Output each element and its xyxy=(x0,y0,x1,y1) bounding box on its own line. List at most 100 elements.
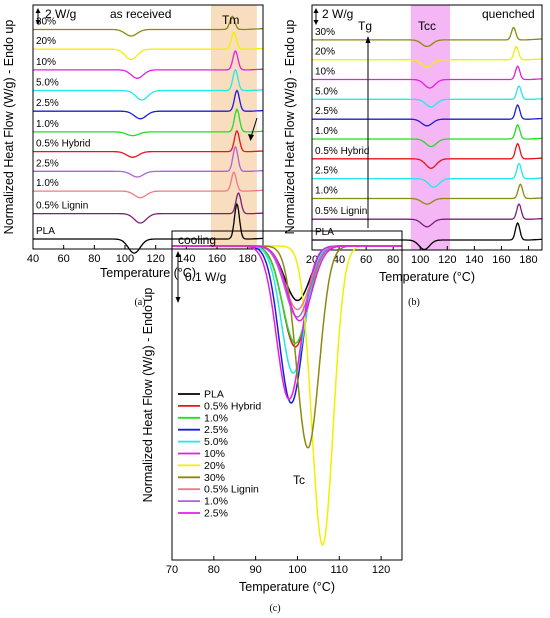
series-label: 20% xyxy=(315,47,335,58)
series-line xyxy=(33,145,263,178)
series-label: 2.5% xyxy=(315,106,338,117)
series-label: 10% xyxy=(315,67,335,78)
legend-label: 5.0% xyxy=(204,436,228,448)
x-tick-label: 100 xyxy=(116,253,134,265)
series-line xyxy=(33,15,264,37)
panel-a: PLA 0.5% Lignin 1.0% 2.5% 0.5% Hybrid 1.0% 2.5… xyxy=(2,4,264,308)
scale-bar-label: 0.1 W/g xyxy=(185,270,226,284)
legend-label: 30% xyxy=(204,472,225,484)
legend-label: 2.5% xyxy=(204,508,228,520)
series-label: 1.0% xyxy=(36,119,59,130)
tm-band xyxy=(210,5,257,249)
legend-label: 1.0% xyxy=(204,496,228,508)
series-label: PLA xyxy=(315,227,334,238)
series-label: 0.5% Lignin xyxy=(36,201,88,212)
panel-caption: (a) xyxy=(134,297,145,308)
x-tick-label: 80 xyxy=(208,564,220,576)
peak-split-arrow xyxy=(248,117,258,141)
plot-frame xyxy=(171,230,403,561)
scale-bar-label: 2 W/g xyxy=(45,7,76,21)
series-line xyxy=(33,171,264,199)
band-label: Tm xyxy=(222,13,239,27)
series-label: 30% xyxy=(36,17,56,28)
x-axis-label: Temperature (°C) xyxy=(100,266,196,280)
series-label: 0.5% Hybrid xyxy=(315,146,369,157)
x-tick-label: 120 xyxy=(438,254,456,266)
plot-frame xyxy=(311,4,543,251)
x-axis-label: Temperature (°C) xyxy=(379,270,475,284)
x-tick-label: 140 xyxy=(177,253,195,265)
plot-frame xyxy=(32,4,264,250)
panel-c: 70 80 90 100 110 120 cooling 0.1 W/g Tc PLA0.… xyxy=(141,230,403,614)
condition-annotation: as received xyxy=(110,7,171,21)
series-line xyxy=(312,26,542,48)
x-axis-label: Temperature (°C) xyxy=(239,580,335,594)
legend-label: 0.5% Hybrid xyxy=(204,400,261,412)
series-line xyxy=(312,221,543,251)
series-label: 10% xyxy=(36,57,56,68)
series-label: 1.0% xyxy=(36,178,59,189)
series-label: 2.5% xyxy=(36,98,59,109)
series-line xyxy=(312,65,543,89)
scale-bar-arrow xyxy=(175,251,181,303)
series-line xyxy=(33,68,263,101)
series-label: 1.0% xyxy=(315,186,338,197)
series-line xyxy=(33,50,263,79)
y-axis-label: Normalized Heat Flow (W/g) - Endo up xyxy=(283,20,297,235)
series-label: 30% xyxy=(315,27,335,38)
series-line xyxy=(312,45,543,68)
legend-label: PLA xyxy=(204,389,224,401)
panel-caption: (c) xyxy=(269,603,280,614)
series-label: 1.0% xyxy=(315,126,338,137)
series-line xyxy=(172,245,402,322)
scale-bar-arrow xyxy=(313,8,319,25)
series-line xyxy=(312,142,543,169)
x-tick-label: 100 xyxy=(411,254,429,266)
series-line xyxy=(33,191,263,224)
x-tick-label: 110 xyxy=(330,564,348,576)
series-line xyxy=(33,129,263,158)
series-line xyxy=(33,31,264,61)
x-tick-label: 120 xyxy=(372,564,390,576)
legend-label: 10% xyxy=(204,448,225,460)
x-tick-label: 180 xyxy=(519,254,537,266)
series-label: 5.0% xyxy=(36,78,59,89)
x-tick-label: 70 xyxy=(166,564,178,576)
x-tick-label: 160 xyxy=(492,254,510,266)
x-tick-label: 180 xyxy=(238,253,256,265)
condition-annotation: cooling xyxy=(178,233,216,247)
x-tick-label: 140 xyxy=(465,254,483,266)
tc-label: Tc xyxy=(293,473,305,487)
series-line xyxy=(33,202,263,254)
legend-label: 20% xyxy=(204,460,225,472)
series-line xyxy=(33,89,263,120)
series-line xyxy=(312,183,543,205)
y-axis-label: Normalized Heat Flow (W/g) - Endo up xyxy=(141,288,155,503)
series-line xyxy=(312,203,543,228)
tg-arrow xyxy=(365,36,371,228)
x-tick-label: 80 xyxy=(387,254,399,266)
panel-b: PLA 0.5% Lignin 1.0% 2.5% 0.5% Hybrid 1.0% 2.5… xyxy=(283,4,543,308)
x-tick-label: 80 xyxy=(88,253,100,265)
series-line xyxy=(312,162,543,188)
legend-label: 0.5% Lignin xyxy=(204,484,259,496)
series-line xyxy=(312,85,543,108)
series-label: 0.5% Hybrid xyxy=(36,139,90,150)
series-line xyxy=(312,123,543,148)
series-label: 0.5% Lignin xyxy=(315,206,367,217)
x-tick-label: 160 xyxy=(208,253,226,265)
panel-caption: (b) xyxy=(408,297,420,308)
x-tick-label: 60 xyxy=(360,254,372,266)
y-axis-label: Normalized Heat Flow (W/g) - Endo up xyxy=(2,20,16,235)
scale-bar-label: 2 W/g xyxy=(322,7,353,21)
tcc-band xyxy=(410,5,450,250)
x-tick-label: 120 xyxy=(146,253,164,265)
series-label: 2.5% xyxy=(315,166,338,177)
band-label: Tcc xyxy=(418,19,436,33)
x-tick-label: 40 xyxy=(333,254,345,266)
scale-bar-arrow xyxy=(35,8,41,25)
series-line xyxy=(312,104,542,127)
tg-label: Tg xyxy=(358,19,372,33)
